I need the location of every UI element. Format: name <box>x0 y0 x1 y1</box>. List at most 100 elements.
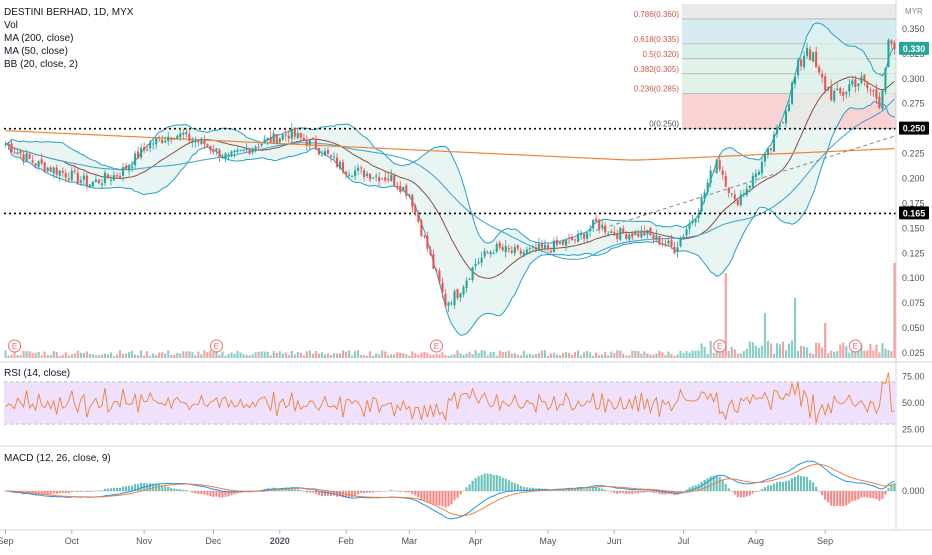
candle-body <box>272 133 275 143</box>
legend-ma200[interactable]: MA (200, close) <box>4 33 74 44</box>
volume-bar <box>218 354 221 358</box>
candle-body <box>381 178 384 180</box>
y-tick-label: 0.050 <box>902 323 925 333</box>
x-tick-label: Oct <box>65 536 80 546</box>
candle-body <box>260 143 263 146</box>
macd-histogram-bar <box>742 491 745 498</box>
earnings-marker-label: E <box>717 342 722 351</box>
volume-bar <box>73 353 76 358</box>
volume-bar <box>595 352 598 358</box>
volume-bar <box>236 350 239 358</box>
candle-body <box>88 184 91 188</box>
macd-histogram-bar <box>97 490 100 492</box>
candle-body <box>215 148 218 151</box>
volume-bar <box>64 352 67 358</box>
candle-body <box>745 188 748 196</box>
macd-histogram-bar <box>85 491 88 492</box>
candle-body <box>787 104 791 112</box>
macd-histogram-bar <box>115 487 119 491</box>
volume-bar <box>164 353 167 358</box>
candle-body <box>73 170 76 172</box>
candle-body <box>311 138 314 140</box>
macd-histogram-bar <box>887 487 890 491</box>
macd-histogram-bar <box>284 488 287 491</box>
macd-histogram-bar <box>351 491 354 498</box>
legend-ma50[interactable]: MA (50, close) <box>4 46 68 57</box>
volume-bar <box>143 355 146 358</box>
volume-bar <box>890 351 893 358</box>
fib-zone-5 <box>682 4 896 19</box>
candle-body <box>516 245 519 249</box>
candle-body <box>46 167 49 172</box>
macd-histogram-bar <box>43 491 46 495</box>
candle-body <box>857 83 860 87</box>
candle-body <box>881 89 884 109</box>
candle-body <box>447 302 450 306</box>
candle-body <box>305 141 308 146</box>
candle-body <box>812 52 815 62</box>
legend-vol[interactable]: Vol <box>4 20 18 31</box>
rsi-title[interactable]: RSI (14, close) <box>4 368 71 379</box>
candle-body <box>709 170 712 184</box>
macd-histogram-bar <box>721 479 724 491</box>
macd-histogram-bar <box>561 489 565 491</box>
candle-body <box>103 172 107 183</box>
candle-body <box>387 178 390 181</box>
macd-histogram-bar <box>140 483 143 491</box>
macd-title[interactable]: MACD (12, 26, close, 9) <box>4 453 111 464</box>
volume-bar <box>61 354 64 358</box>
macd-histogram-bar <box>164 486 167 491</box>
candle-body <box>37 161 40 167</box>
chart-title[interactable]: DESTINI BERHAD, 1D, MYX <box>4 7 134 18</box>
candle-body <box>284 134 287 136</box>
macd-histogram-bar <box>67 491 70 494</box>
volume-bar <box>661 352 664 358</box>
macd-histogram-bar <box>131 485 134 491</box>
x-tick-label: Sep <box>817 536 833 546</box>
candle-body <box>426 235 429 249</box>
macd-histogram-bar <box>414 491 417 496</box>
volume-bar <box>821 347 824 358</box>
candle-body <box>188 134 191 141</box>
candle-body <box>224 153 227 160</box>
candle-body <box>390 175 393 182</box>
candle-body <box>112 174 116 181</box>
rsi-tick-label: 50.00 <box>902 398 925 408</box>
candle-body <box>806 47 809 56</box>
macd-histogram-bar <box>128 485 131 491</box>
candle-body <box>369 173 372 180</box>
candle-body <box>134 153 137 166</box>
volume-bar <box>854 347 857 358</box>
macd-histogram-bar <box>860 491 863 498</box>
candle-body <box>140 147 143 158</box>
earnings-marker-3 <box>713 339 727 353</box>
macd-histogram-bar <box>230 491 233 496</box>
macd-histogram-bar <box>643 491 646 493</box>
volume-bar <box>167 350 170 358</box>
candle-body <box>254 146 257 149</box>
candle-body <box>872 90 875 92</box>
volume-bar <box>619 350 622 358</box>
macd-histogram-bar <box>564 489 568 491</box>
candle-body <box>742 193 745 196</box>
volume-bar <box>757 348 760 358</box>
y-tick-label: 0.350 <box>902 24 925 34</box>
candle-body <box>91 181 94 187</box>
volume-bar <box>233 353 236 358</box>
macd-histogram-bar <box>357 491 360 495</box>
volume-bar <box>793 298 797 358</box>
candle-body <box>866 82 869 89</box>
macd-histogram-bar <box>833 491 836 507</box>
candle-body <box>778 124 782 127</box>
macd-histogram-bar <box>182 489 185 491</box>
volume-bar <box>155 355 158 358</box>
volume-bar <box>13 351 16 358</box>
volume-bar <box>91 354 94 358</box>
candle-body <box>109 179 113 181</box>
volume-bar <box>393 354 396 358</box>
y-tick-label: 0.025 <box>902 348 925 358</box>
volume-bar <box>28 351 31 358</box>
legend-bb[interactable]: BB (20, close, 2) <box>4 59 78 70</box>
macd-histogram-bar <box>610 491 613 492</box>
candle-body <box>583 233 586 239</box>
